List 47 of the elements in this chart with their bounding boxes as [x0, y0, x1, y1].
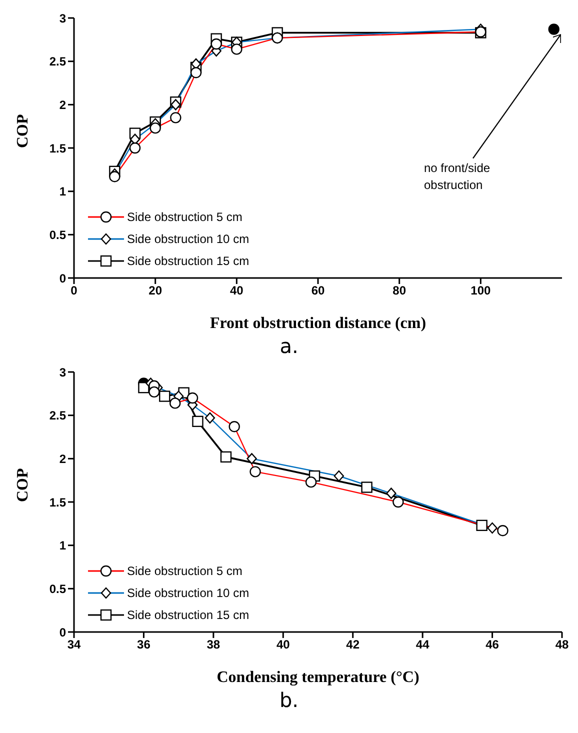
legend-label: Side obstruction 5 cm [127, 564, 242, 578]
legend-label: Side obstruction 10 cm [127, 586, 250, 600]
point [192, 416, 204, 427]
text: a. [278, 334, 300, 360]
x-tick-label: 60 [311, 284, 325, 298]
annotation: no front/side obstruction [424, 160, 492, 194]
y-tick-label: 0 [59, 625, 66, 640]
y-axis-title: COP [14, 468, 32, 502]
x-axis-title: Front obstruction distance (cm) [210, 315, 426, 332]
point [361, 482, 372, 493]
point [159, 390, 170, 402]
y-axis-title: COP [14, 114, 32, 148]
y-tick-label: 1.5 [49, 495, 66, 510]
y-tick-label: 2 [59, 452, 66, 466]
x-tick-label: 80 [392, 284, 406, 298]
y-tick-label: 0.5 [49, 228, 66, 242]
point [548, 24, 560, 35]
x-tick-label: 40 [276, 638, 290, 652]
y-tick-label: 1 [59, 184, 66, 199]
legend-label: Side obstruction 5 cm [127, 210, 242, 224]
x-tick-label: 40 [230, 284, 244, 298]
text: b. [278, 688, 300, 714]
y-tick-label: 3 [59, 365, 66, 380]
x-tick-label: 48 [555, 638, 569, 652]
x-tick-label: 100 [470, 284, 491, 298]
x-tick-label: 20 [148, 284, 162, 298]
y-tick-label: 2.5 [49, 408, 66, 423]
x-tick-label: 38 [206, 638, 220, 652]
x-tick-label: 34 [67, 638, 81, 652]
y-tick-label: 3 [59, 11, 66, 26]
legend-label: Side obstruction 15 cm [127, 254, 250, 268]
y-tick-label: 0.5 [49, 582, 66, 596]
y-tick-label: 1.5 [49, 141, 66, 156]
y-tick-label: 1 [59, 538, 66, 553]
x-tick-label: 42 [346, 638, 360, 652]
x-tick-label: 0 [70, 284, 78, 298]
x-tick-label: 46 [486, 638, 500, 652]
y-tick-label: 2.5 [49, 54, 66, 69]
x-tick-label: 44 [416, 638, 430, 652]
y-tick-label: 2 [59, 98, 66, 112]
point [476, 520, 488, 531]
x-tick-label: 36 [137, 638, 151, 652]
x-axis-title: Condensing temperature (°C) [216, 669, 420, 686]
legend-label: Side obstruction 10 cm [127, 232, 250, 246]
legend-label: Side obstruction 15 cm [127, 608, 250, 622]
y-tick-label: 0 [59, 271, 66, 286]
point [220, 451, 232, 463]
